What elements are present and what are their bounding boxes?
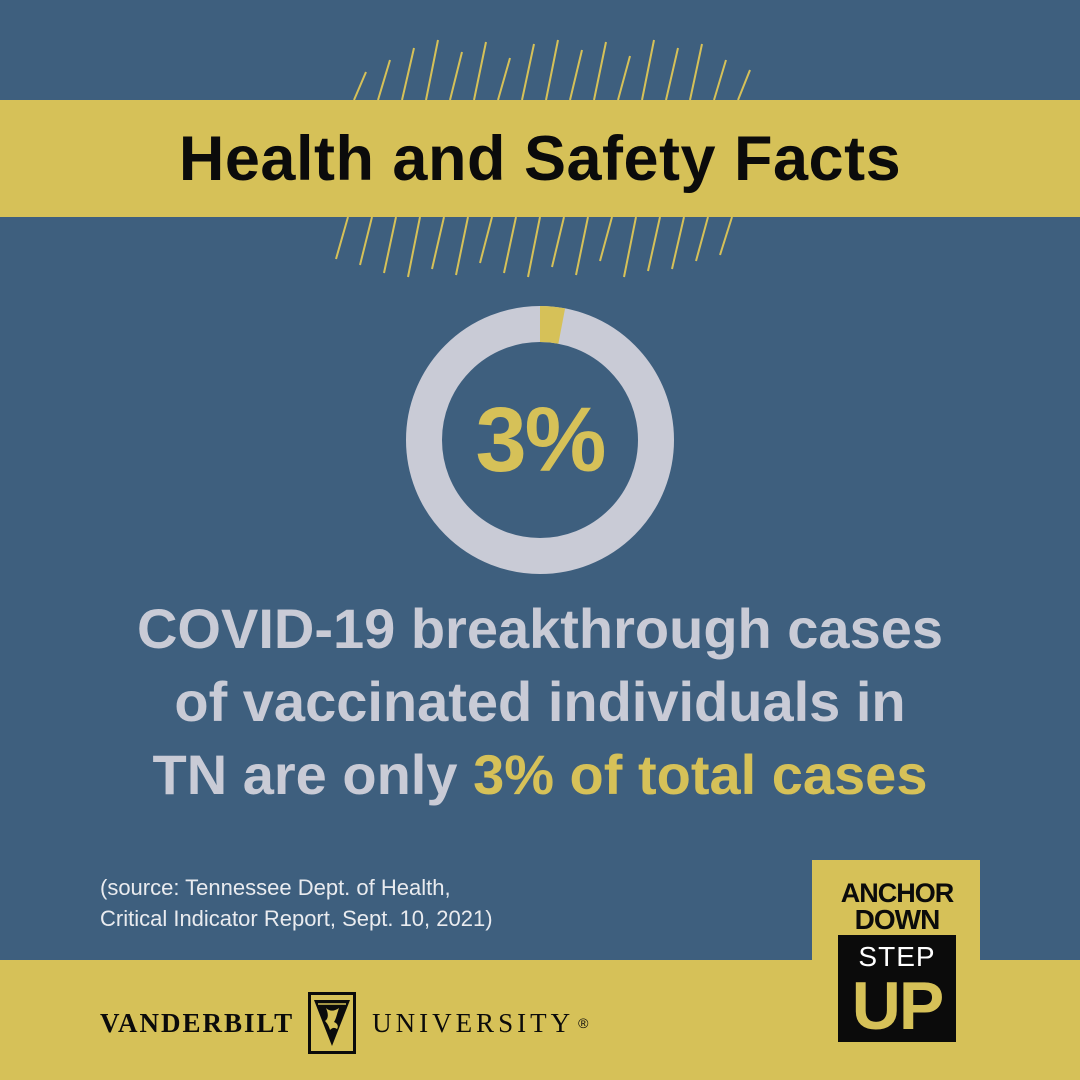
source-line-1: (source: Tennessee Dept. of Health,	[100, 875, 451, 900]
logo-text-university: UNIVERSITY	[372, 1007, 575, 1038]
headline-line-3-prefix: TN are only	[152, 743, 474, 806]
donut-highlight-segment	[539, 306, 566, 344]
bottom-ray-14	[671, 216, 685, 270]
logo-text-vanderbilt: VANDERBILT	[100, 1007, 295, 1038]
top-ray-14	[689, 43, 703, 101]
top-ray-1	[377, 59, 391, 101]
bottom-ray-12	[623, 216, 637, 278]
bottom-ray-3	[407, 216, 421, 278]
source-citation: (source: Tennessee Dept. of Health, Crit…	[100, 872, 700, 934]
bottom-ray-4	[431, 216, 445, 270]
badge-text-anchor: ANCHOR	[832, 879, 962, 907]
top-ray-16	[737, 69, 751, 101]
top-ray-5	[473, 41, 487, 101]
vanderbilt-logo: VANDERBILT UNIVERSITY ®	[100, 992, 588, 1054]
bottom-ray-6	[479, 216, 493, 264]
bottom-ray-9	[551, 216, 565, 268]
bottom-ray-15	[695, 216, 709, 262]
top-ray-13	[665, 47, 679, 101]
title-band: Health and Safety Facts	[0, 100, 1080, 217]
top-ray-6	[497, 57, 511, 101]
badge-text-step: STEP	[858, 941, 936, 972]
bottom-ray-1	[359, 216, 373, 266]
headline-highlight: 3% of total cases	[473, 743, 928, 806]
headline-line-2: of vaccinated individuals in	[174, 670, 906, 733]
percent-donut-chart	[406, 306, 674, 574]
badge-text-up: UP	[851, 968, 944, 1044]
decorative-rays	[335, 39, 751, 278]
top-ray-9	[569, 49, 583, 101]
source-line-2: Critical Indicator Report, Sept. 10, 202…	[100, 906, 493, 931]
top-ray-2	[401, 47, 415, 101]
top-ray-8	[545, 39, 559, 101]
oak-leaf-shield-icon	[308, 992, 357, 1054]
top-ray-7	[521, 43, 535, 101]
top-ray-15	[713, 59, 727, 101]
headline-line-3: TN are only 3% of total cases	[60, 738, 1020, 811]
bottom-ray-0	[335, 216, 349, 260]
bottom-ray-13	[647, 216, 661, 272]
top-ray-0	[353, 71, 367, 101]
bottom-ray-5	[455, 216, 469, 276]
badge-text-down: DOWN	[832, 905, 962, 935]
top-ray-10	[593, 41, 607, 101]
headline-line-1: COVID-19 breakthrough cases	[136, 597, 944, 660]
top-ray-12	[641, 39, 655, 101]
page-title: Health and Safety Facts	[178, 123, 902, 194]
bottom-ray-11	[599, 216, 613, 262]
bottom-ray-16	[719, 216, 733, 256]
registered-mark: ®	[578, 1015, 589, 1031]
bottom-ray-8	[527, 216, 541, 278]
headline-text: COVID-19 breakthrough cases of vaccinate…	[60, 592, 1020, 811]
bottom-ray-10	[575, 216, 589, 276]
top-ray-11	[617, 55, 631, 101]
bottom-ray-2	[383, 216, 397, 274]
top-ray-3	[425, 39, 439, 101]
donut-percent-label: 3%	[475, 388, 607, 491]
bottom-ray-7	[503, 216, 517, 274]
top-ray-4	[449, 51, 463, 101]
